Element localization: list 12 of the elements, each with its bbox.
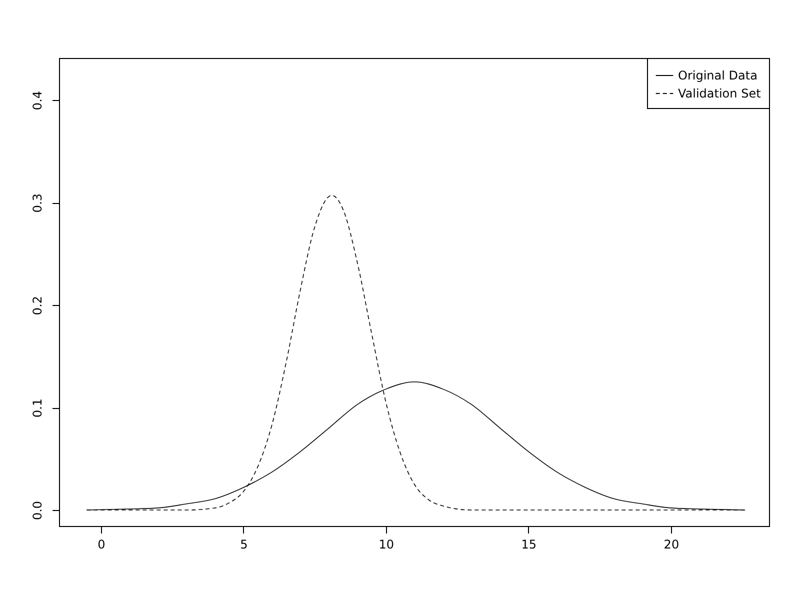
- y-tick-label: 0.4: [30, 90, 44, 110]
- x-tick-label: 5: [240, 538, 248, 552]
- legend-label: Original Data: [678, 68, 758, 82]
- x-tick-label: 10: [378, 538, 394, 552]
- y-tick-label: 0.0: [30, 500, 44, 520]
- x-tick-label: 0: [98, 538, 106, 552]
- y-tick-label: 0.3: [30, 193, 44, 213]
- y-tick-label: 0.1: [30, 398, 44, 418]
- y-tick-label: 0.2: [30, 296, 44, 316]
- x-tick-label: 20: [664, 538, 680, 552]
- x-tick-label: 15: [521, 538, 537, 552]
- legend-label: Validation Set: [678, 86, 762, 100]
